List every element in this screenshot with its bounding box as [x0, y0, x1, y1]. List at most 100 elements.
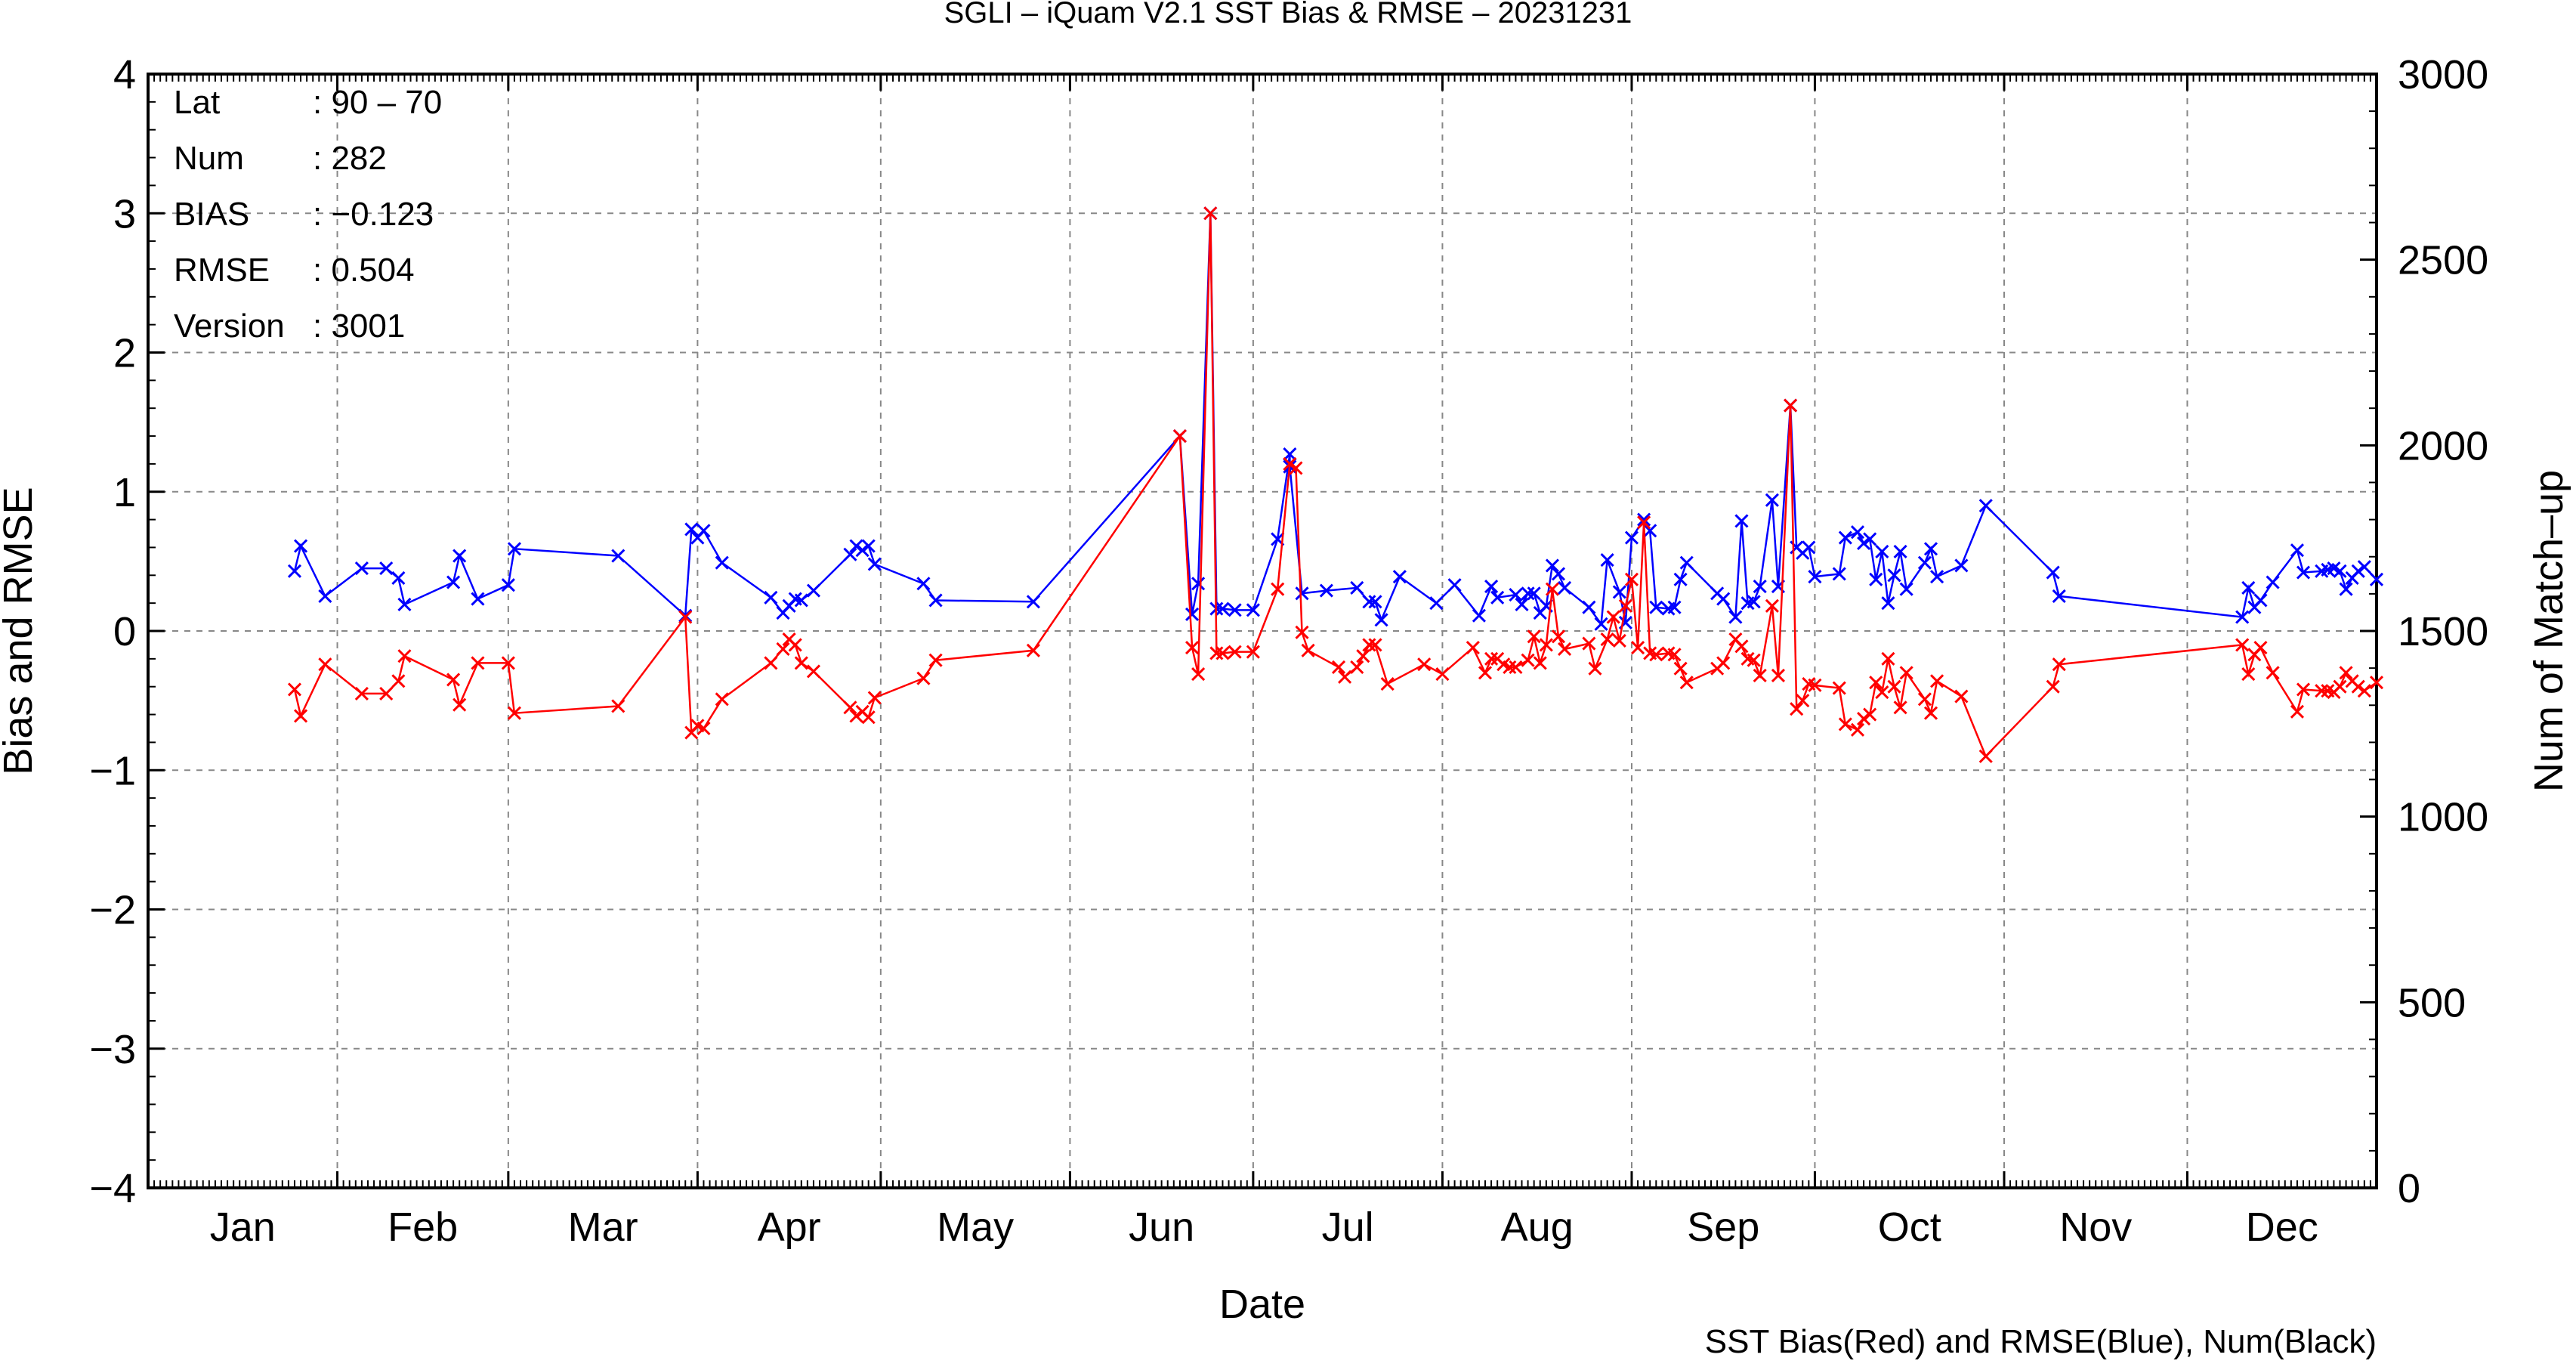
- data-point: [1521, 653, 1535, 667]
- data-point: [1447, 578, 1462, 592]
- y-tick-label: 4: [113, 52, 136, 97]
- x-tick-label: Jul: [1322, 1205, 1374, 1250]
- grid: [148, 74, 2377, 1188]
- y2-tick-label: 3000: [2398, 52, 2488, 97]
- data-point: [2052, 589, 2066, 603]
- data-point: [1624, 530, 1639, 545]
- data-point: [1521, 586, 1535, 601]
- data-point: [1515, 597, 1529, 612]
- data-point: [843, 547, 857, 561]
- data-point: [1026, 595, 1040, 609]
- data-point: [1185, 607, 1200, 621]
- y2-tick-label: 0: [2398, 1166, 2420, 1211]
- data-point: [2333, 679, 2347, 694]
- data-point: [501, 578, 515, 592]
- data-point: [1679, 555, 1694, 570]
- data-point: [806, 664, 821, 679]
- data-point: [1881, 651, 1895, 666]
- data-point: [1301, 643, 1315, 657]
- data-point: [471, 592, 485, 606]
- series-line: [293, 213, 2377, 627]
- data-point: [1679, 676, 1694, 690]
- data-point: [1978, 749, 1993, 763]
- data-point: [1289, 461, 1303, 475]
- data-point: [1784, 398, 1798, 413]
- data-point: [1869, 572, 1883, 586]
- chart-title: SGLI – iQuam V2.1 SST Bias & RMSE – 2023…: [944, 0, 1632, 29]
- data-point: [2351, 564, 2365, 578]
- data-point: [794, 656, 808, 670]
- data-point: [1484, 651, 1499, 666]
- data-point: [1863, 532, 1877, 546]
- data-point: [1673, 572, 1688, 586]
- data-point: [1917, 692, 1932, 707]
- info-key: Version: [174, 308, 285, 345]
- data-point: [1558, 580, 1572, 595]
- data-point: [697, 524, 711, 538]
- data-point: [2253, 593, 2268, 608]
- y-tick-label: 0: [113, 609, 136, 654]
- data-point: [1392, 570, 1407, 584]
- data-point: [1887, 568, 1901, 583]
- data-point: [1917, 555, 1932, 570]
- data-point: [1246, 645, 1260, 659]
- data-point: [1356, 649, 1370, 663]
- data-point: [611, 549, 625, 563]
- data-point: [2357, 684, 2371, 698]
- data-point: [843, 700, 857, 715]
- data-point: [1875, 544, 1889, 559]
- data-point: [379, 686, 394, 700]
- data-point: [452, 549, 467, 563]
- series-line: [293, 213, 2377, 759]
- data-point: [1588, 661, 1602, 676]
- data-point: [1215, 602, 1230, 616]
- data-point: [1893, 544, 1907, 559]
- data-point: [1533, 656, 1547, 670]
- data-point: [452, 697, 467, 712]
- data-point: [1930, 674, 1944, 688]
- data-point: [764, 590, 778, 605]
- data-point: [1527, 629, 1541, 644]
- data-point: [501, 656, 515, 670]
- data-point: [928, 653, 943, 667]
- info-value: : −0.123: [313, 196, 434, 233]
- data-point: [1545, 558, 1559, 573]
- data-point: [2241, 667, 2256, 682]
- data-point: [916, 577, 931, 591]
- data-point: [1600, 552, 1614, 567]
- data-point: [794, 593, 808, 608]
- data-point: [2351, 679, 2365, 694]
- data-point: [861, 710, 876, 725]
- data-point: [1368, 595, 1382, 609]
- data-point: [1637, 512, 1651, 527]
- axis-ticks: 4 3 2 1 0 −1 −2 −3 −4 3000 2500 2000 1500 1000 500 0 Jan…: [89, 52, 2488, 1250]
- data-point: [1618, 598, 1632, 613]
- series-0: [287, 206, 2384, 631]
- data-point: [354, 561, 369, 576]
- data-point: [379, 561, 394, 576]
- data-point: [1899, 582, 1913, 596]
- y-tick-label: −3: [89, 1027, 136, 1072]
- data-point: [1509, 660, 1523, 674]
- data-point: [715, 555, 729, 570]
- data-point: [2333, 564, 2347, 578]
- data-point: [1875, 685, 1889, 700]
- data-point: [1466, 641, 1480, 655]
- data-point: [507, 542, 521, 556]
- data-point: [1857, 536, 1871, 550]
- info-key: RMSE: [174, 252, 270, 289]
- data-point: [855, 543, 869, 558]
- info-key: Lat: [174, 84, 220, 121]
- x-tick-label: Apr: [758, 1205, 821, 1250]
- data-point: [397, 597, 412, 612]
- data-point: [1429, 596, 1444, 611]
- data-point: [1435, 667, 1450, 682]
- data-point: [1747, 653, 1761, 667]
- data-point: [1295, 625, 1309, 639]
- data-point: [1832, 567, 1846, 581]
- data-point: [1747, 595, 1761, 609]
- info-value: : 3001: [313, 308, 405, 345]
- data-point: [776, 642, 790, 657]
- x-tick-label: May: [937, 1205, 1014, 1250]
- data-point: [1887, 679, 1901, 694]
